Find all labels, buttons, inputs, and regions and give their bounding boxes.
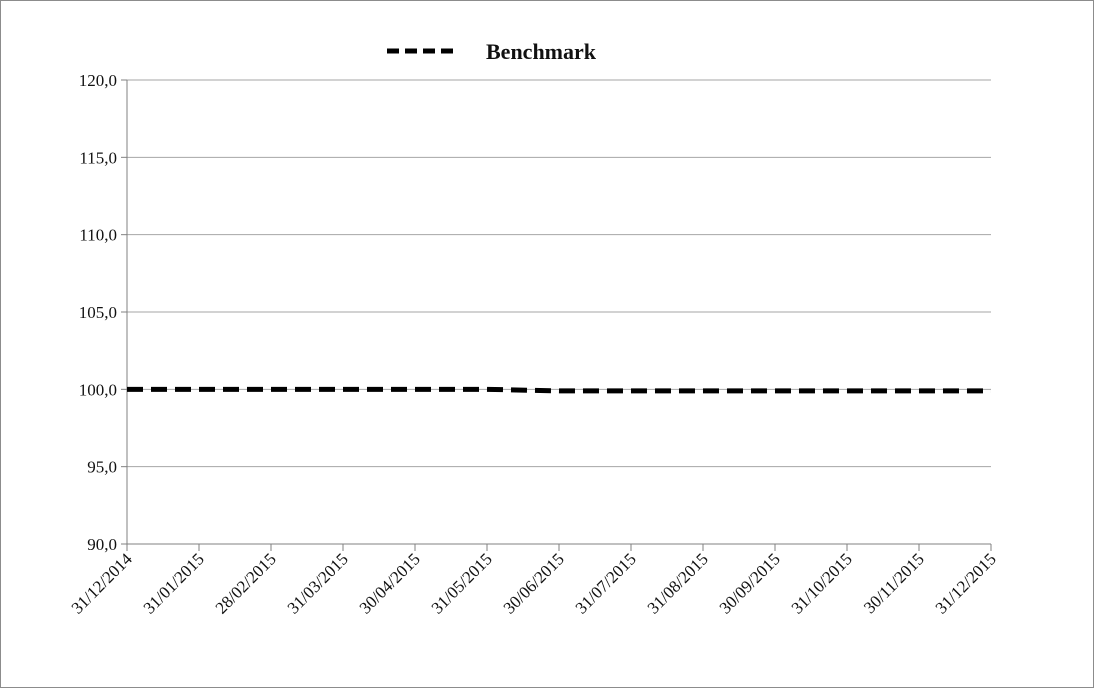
x-tick-label: 31/12/2014: [68, 549, 137, 618]
y-tick-label: 95,0: [87, 458, 117, 477]
x-tick-label: 30/09/2015: [716, 549, 784, 617]
x-tick-label: 30/06/2015: [500, 549, 568, 617]
x-tick-label: 31/07/2015: [572, 549, 640, 617]
x-tick-label: 28/02/2015: [212, 549, 280, 617]
legend-label-benchmark: Benchmark: [486, 39, 597, 64]
series-layer: [127, 386, 991, 394]
x-tick-label: 31/12/2015: [932, 549, 1000, 617]
y-tick-label: 90,0: [87, 535, 117, 554]
x-tick-label: 31/05/2015: [428, 549, 496, 617]
y-tick-label: 120,0: [79, 71, 117, 90]
axis-layer: [121, 79, 992, 551]
x-tick-labels: 31/12/2014 31/01/2015 28/02/2015 31/03/2015…: [68, 549, 1000, 618]
y-tick-label: 105,0: [79, 303, 117, 322]
y-tick-label: 115,0: [79, 148, 117, 167]
legend: Benchmark: [387, 39, 597, 64]
y-tick-labels: 90,0 95,0 100,0 105,0 110,0 115,0 120,0: [79, 71, 117, 554]
x-tick-label: 31/08/2015: [644, 549, 712, 617]
grid-layer: [127, 79, 991, 545]
y-tick-label: 110,0: [79, 226, 117, 245]
x-tick-label: 31/03/2015: [284, 549, 352, 617]
x-tick-label: 31/10/2015: [788, 549, 856, 617]
x-tick-label: 30/11/2015: [860, 549, 928, 617]
x-tick-label: 30/04/2015: [356, 549, 424, 617]
x-tick-label: 31/01/2015: [140, 549, 208, 617]
y-tick-label: 100,0: [79, 380, 117, 399]
series-line-benchmark: [127, 386, 991, 394]
